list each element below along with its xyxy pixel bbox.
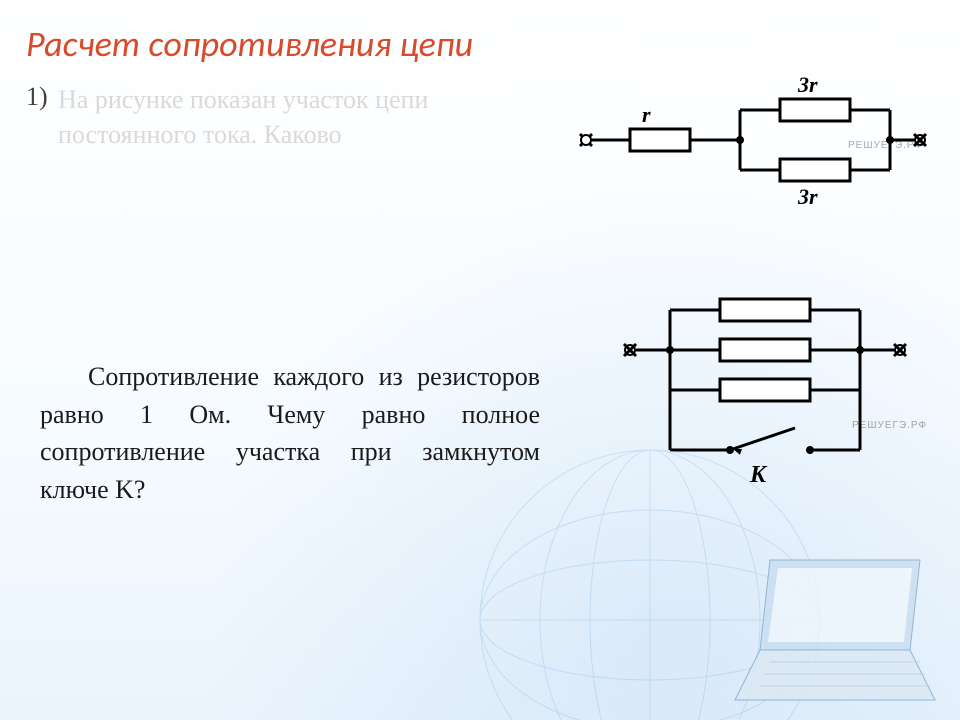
question-2-text: Сопротивление каждого из резисторов равн… bbox=[40, 358, 540, 509]
svg-text:3r: 3r bbox=[797, 72, 818, 97]
slide: Расчет сопротивления цепи 1) На рисунке … bbox=[0, 0, 960, 720]
svg-text:r: r bbox=[642, 102, 651, 127]
svg-text:3r: 3r bbox=[797, 184, 818, 209]
page-title: Расчет сопротивления цепи bbox=[26, 22, 473, 66]
laptop-decoration bbox=[710, 550, 940, 710]
question-1-text: На рисунке показан участок цепи постоянн… bbox=[58, 82, 528, 152]
watermark-2: РЕШУЕГЭ.РФ bbox=[852, 420, 927, 431]
watermark-1: РЕШУЕГЭ.РФ bbox=[848, 140, 923, 151]
question-1-number: 1) bbox=[26, 82, 48, 112]
